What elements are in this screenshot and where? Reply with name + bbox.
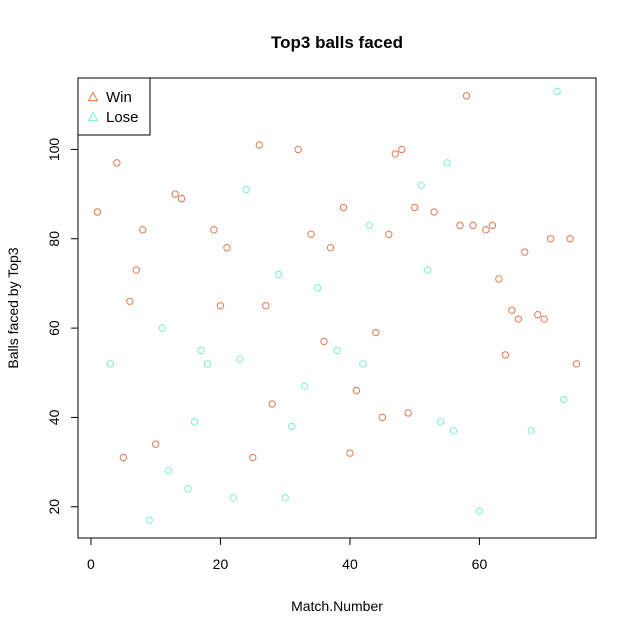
legend: Win Lose bbox=[77, 77, 151, 136]
data-point-lose bbox=[184, 485, 192, 493]
data-point-win bbox=[223, 244, 231, 252]
x-tick-label: 0 bbox=[87, 556, 95, 572]
data-point-lose bbox=[449, 427, 458, 435]
data-point-win bbox=[378, 413, 387, 422]
data-point-win bbox=[210, 226, 218, 234]
data-point-lose bbox=[443, 159, 451, 167]
data-point-win bbox=[372, 328, 380, 337]
data-point-lose bbox=[436, 418, 445, 426]
data-point-lose bbox=[281, 494, 289, 502]
data-point-lose bbox=[145, 516, 153, 524]
data-point-lose bbox=[333, 346, 341, 355]
data-point-win bbox=[482, 226, 490, 234]
chart-title: Top3 balls faced bbox=[271, 33, 403, 52]
y-tick-label: 80 bbox=[46, 231, 62, 247]
data-point-lose bbox=[203, 360, 212, 368]
legend-label-lose: Lose bbox=[106, 109, 139, 126]
data-point-lose bbox=[313, 284, 322, 292]
data-point-win bbox=[501, 351, 510, 359]
data-point-win bbox=[456, 221, 464, 230]
data-point-win bbox=[346, 449, 354, 457]
data-point-win bbox=[249, 453, 257, 462]
data-point-win bbox=[488, 221, 497, 230]
data-point-win bbox=[326, 244, 335, 252]
data-points bbox=[93, 87, 581, 524]
legend-symbol-lose bbox=[87, 111, 99, 122]
y-tick-label: 20 bbox=[46, 499, 62, 515]
data-point-lose bbox=[553, 87, 561, 96]
data-point-win bbox=[307, 230, 315, 239]
data-point-win bbox=[294, 145, 302, 154]
data-point-lose bbox=[359, 360, 367, 368]
data-point-win bbox=[508, 306, 516, 314]
data-point-win bbox=[572, 360, 581, 368]
data-point-win bbox=[411, 203, 419, 212]
data-point-win bbox=[514, 315, 522, 323]
data-point-lose bbox=[158, 324, 166, 332]
data-point-win bbox=[566, 235, 574, 243]
y-axis-label: Balls faced by Top3 bbox=[5, 247, 21, 368]
legend-box bbox=[77, 77, 151, 136]
data-point-win bbox=[404, 409, 412, 417]
data-point-lose bbox=[287, 422, 296, 431]
data-point-win bbox=[534, 310, 542, 319]
data-point-win bbox=[462, 92, 471, 100]
x-tick-label: 40 bbox=[342, 556, 358, 572]
data-point-win bbox=[469, 221, 477, 230]
data-point-win bbox=[320, 337, 328, 346]
data-point-lose bbox=[197, 346, 205, 355]
data-point-win bbox=[262, 302, 270, 310]
data-point-win bbox=[546, 235, 555, 243]
data-point-lose bbox=[106, 360, 115, 368]
x-tick-label: 20 bbox=[213, 556, 229, 572]
data-point-win bbox=[430, 208, 438, 216]
data-point-win bbox=[521, 248, 529, 256]
data-point-win bbox=[495, 275, 503, 283]
data-point-lose bbox=[475, 507, 484, 515]
data-point-win bbox=[216, 302, 225, 310]
data-point-win bbox=[255, 141, 263, 149]
data-point-lose bbox=[242, 185, 251, 194]
data-point-win bbox=[132, 266, 140, 274]
data-point-win bbox=[93, 208, 102, 216]
y-tick-label: 100 bbox=[46, 138, 62, 162]
x-axis-label: Match.Number bbox=[291, 598, 383, 614]
data-point-win bbox=[126, 297, 134, 306]
y-tick-label: 40 bbox=[46, 409, 62, 425]
data-point-win bbox=[385, 230, 393, 239]
data-point-lose bbox=[236, 355, 244, 364]
data-point-win bbox=[152, 440, 160, 448]
data-point-win bbox=[139, 226, 147, 234]
data-point-win bbox=[352, 386, 361, 395]
data-point-lose bbox=[164, 467, 173, 475]
data-point-win bbox=[268, 400, 276, 408]
data-point-lose bbox=[229, 494, 238, 502]
data-point-lose bbox=[417, 181, 425, 189]
data-point-lose bbox=[275, 270, 283, 279]
data-point-lose bbox=[365, 221, 374, 230]
data-point-lose bbox=[559, 395, 568, 404]
data-point-win bbox=[398, 145, 406, 154]
data-point-lose bbox=[527, 427, 535, 435]
data-point-win bbox=[119, 453, 128, 462]
data-point-win bbox=[171, 190, 179, 198]
legend-label-win: Win bbox=[106, 89, 132, 106]
legend-symbol-win bbox=[87, 91, 99, 102]
y-tick-label: 60 bbox=[46, 320, 62, 336]
data-point-win bbox=[339, 203, 348, 212]
x-axis: 0 20 40 60 bbox=[87, 537, 488, 572]
data-point-lose bbox=[190, 418, 199, 426]
data-point-win bbox=[540, 315, 548, 323]
data-point-lose bbox=[300, 382, 309, 390]
y-axis: 20 40 60 80 100 bbox=[46, 138, 79, 515]
x-tick-label: 60 bbox=[472, 556, 488, 572]
data-point-win bbox=[113, 159, 121, 167]
data-point-win bbox=[177, 194, 186, 203]
data-point-win bbox=[391, 150, 399, 158]
data-point-lose bbox=[423, 266, 432, 274]
